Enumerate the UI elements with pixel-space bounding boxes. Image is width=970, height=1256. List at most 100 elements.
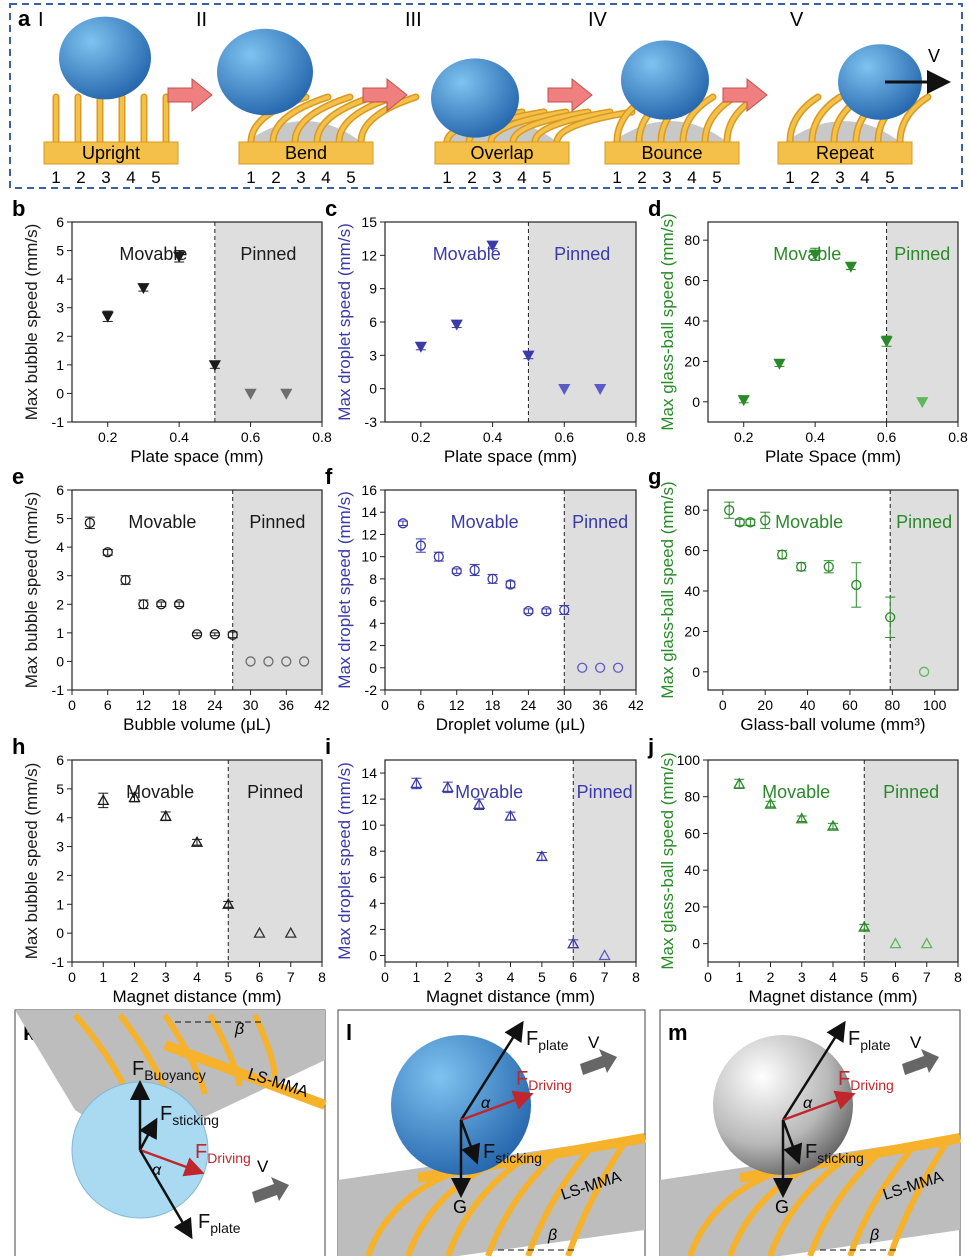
panel-letter: d bbox=[648, 196, 661, 221]
y-axis-title: Max droplet speed (mm/s) bbox=[335, 223, 354, 420]
y-axis-title: Max glass-ball speed (mm/s) bbox=[658, 481, 677, 698]
angle-alpha: α bbox=[481, 1095, 491, 1112]
force-symbol: F bbox=[848, 1028, 860, 1050]
y-tick-label: 5 bbox=[56, 511, 64, 527]
y-axis-title: Max droplet speed (mm/s) bbox=[335, 491, 354, 688]
y-tick-label: 40 bbox=[684, 583, 700, 599]
x-axis-title: Bubble volume (μL) bbox=[123, 715, 271, 734]
x-axis-title: Glass-ball volume (mm³) bbox=[740, 715, 925, 734]
motion-arrow bbox=[580, 1049, 617, 1075]
x-tick-label: 0.6 bbox=[877, 429, 897, 445]
region-label: Pinned bbox=[249, 512, 305, 532]
position-number: 5 bbox=[346, 168, 355, 187]
error-bar bbox=[210, 633, 220, 636]
motion-arrow bbox=[902, 1049, 939, 1075]
region-label: Pinned bbox=[554, 244, 610, 264]
panel-letter: h bbox=[12, 734, 25, 759]
panel-letter: i bbox=[325, 734, 331, 759]
region-label: Movable bbox=[451, 512, 519, 532]
x-tick-label: 8 bbox=[632, 969, 640, 985]
force-subscript: plate bbox=[538, 1037, 569, 1053]
force-subscript: Driving bbox=[528, 1077, 572, 1093]
y-tick-label: 3 bbox=[56, 568, 64, 584]
y-tick-label: 20 bbox=[684, 623, 700, 639]
x-tick-label: 42 bbox=[628, 697, 644, 713]
panel-letter: m bbox=[668, 1020, 688, 1045]
error-bar bbox=[192, 633, 202, 636]
region-label: Pinned bbox=[577, 782, 633, 802]
stage-numeral: II bbox=[196, 9, 207, 31]
x-tick-label: 6 bbox=[892, 969, 900, 985]
error-bar bbox=[523, 609, 533, 613]
velocity: V bbox=[910, 1033, 922, 1052]
y-tick-label: 4 bbox=[56, 271, 64, 287]
position-number: 1 bbox=[612, 168, 621, 187]
panel-letter: b bbox=[12, 196, 25, 221]
panel-letter: l bbox=[346, 1020, 352, 1045]
stage-numeral: V bbox=[790, 9, 804, 31]
velocity: V bbox=[257, 1157, 269, 1176]
panel-a: aIUpright12345IIBend12345IIIOverlap12345… bbox=[18, 6, 945, 187]
x-tick-label: 0.4 bbox=[483, 429, 503, 445]
region-label: Movable bbox=[775, 512, 843, 532]
y-tick-label: 2 bbox=[56, 867, 64, 883]
force-symbol: F bbox=[483, 1141, 495, 1163]
force-label: Fplate bbox=[526, 1028, 569, 1053]
force-symbol: F bbox=[160, 1103, 172, 1125]
y-tick-label: 5 bbox=[56, 243, 64, 259]
error-bar bbox=[851, 563, 861, 607]
x-tick-label: 2 bbox=[131, 969, 139, 985]
x-tick-label: 24 bbox=[207, 697, 223, 713]
angle-beta: β bbox=[869, 1227, 879, 1244]
force-subscript: plate bbox=[860, 1037, 891, 1053]
y-tick-label: -2 bbox=[365, 682, 378, 698]
stage-label: Bounce bbox=[641, 143, 702, 163]
force-subscript: Driving bbox=[850, 1077, 894, 1093]
y-tick-label: 1 bbox=[56, 625, 64, 641]
force-symbol: F bbox=[195, 1141, 207, 1163]
error-bar bbox=[398, 521, 408, 525]
y-tick-label: 0 bbox=[56, 385, 64, 401]
velocity: V bbox=[588, 1033, 600, 1052]
x-tick-label: 6 bbox=[104, 697, 112, 713]
x-tick-label: 8 bbox=[318, 969, 326, 985]
x-tick-label: 0 bbox=[381, 969, 389, 985]
stage-label: Overlap bbox=[470, 143, 533, 163]
force-label: FDriving bbox=[838, 1068, 894, 1093]
position-number: 4 bbox=[687, 168, 696, 187]
motion-arrow bbox=[252, 1177, 289, 1203]
panel-letter: f bbox=[325, 464, 333, 489]
y-tick-label: 14 bbox=[361, 504, 377, 520]
x-tick-label: 60 bbox=[842, 697, 858, 713]
y-tick-label: 3 bbox=[369, 347, 377, 363]
x-tick-label: 7 bbox=[601, 969, 609, 985]
y-axis-title: Max glass-ball speed (mm/s) bbox=[658, 752, 677, 969]
y-tick-label: 6 bbox=[56, 482, 64, 498]
force-label: FDriving bbox=[195, 1141, 251, 1166]
point bbox=[774, 359, 784, 368]
point bbox=[103, 312, 113, 321]
position-number: 2 bbox=[271, 168, 280, 187]
y-tick-label: 12 bbox=[361, 791, 377, 807]
x-tick-label: 6 bbox=[256, 969, 264, 985]
error-bar bbox=[452, 569, 462, 573]
y-tick-label: 80 bbox=[684, 232, 700, 248]
y-tick-label: 4 bbox=[369, 895, 377, 911]
force-subscript: plate bbox=[210, 1220, 241, 1236]
region-label: Movable bbox=[128, 512, 196, 532]
x-axis-title: Plate Space (mm) bbox=[765, 447, 901, 466]
error-bar bbox=[174, 602, 184, 607]
x-tick-label: 5 bbox=[224, 969, 232, 985]
x-tick-label: 20 bbox=[757, 697, 773, 713]
y-axis-title: Max bubble speed (mm/s) bbox=[22, 763, 41, 960]
y-tick-label: 15 bbox=[361, 214, 377, 230]
figure: aIUpright12345IIBend12345IIIOverlap12345… bbox=[0, 0, 970, 1256]
y-tick-label: 2 bbox=[369, 638, 377, 654]
panel-letter: a bbox=[18, 6, 31, 31]
position-number: 4 bbox=[860, 168, 869, 187]
force-symbol: F bbox=[838, 1068, 850, 1090]
y-tick-label: 6 bbox=[56, 752, 64, 768]
y-tick-label: 4 bbox=[56, 539, 64, 555]
x-tick-label: 0 bbox=[68, 697, 76, 713]
droplet bbox=[621, 40, 709, 119]
